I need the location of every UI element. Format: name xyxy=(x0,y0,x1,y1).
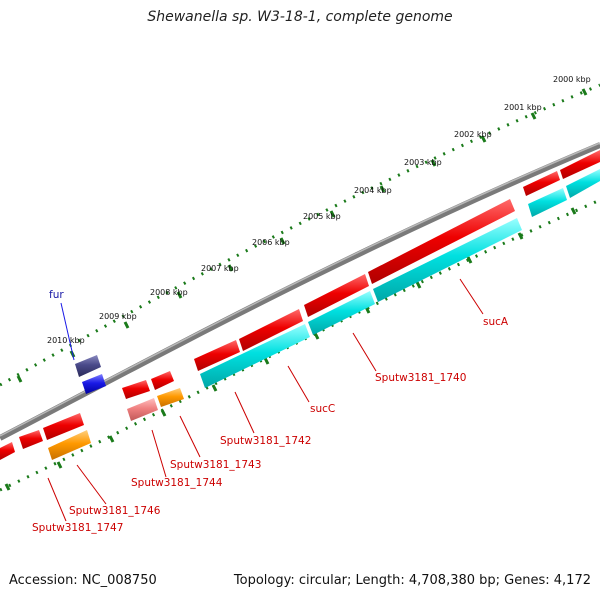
leader-1746 xyxy=(76,464,107,505)
label-sputw3181-1740[interactable]: Sputw3181_1740 xyxy=(375,372,466,384)
other-features xyxy=(48,355,184,460)
label-succ[interactable]: sucC xyxy=(310,403,335,415)
cds-cyan-4[interactable] xyxy=(200,324,310,388)
genome-backbone xyxy=(0,142,600,441)
label-fur[interactable]: fur xyxy=(49,289,64,301)
label-suca[interactable]: sucA xyxy=(483,316,509,328)
inner-kbp-ruler xyxy=(0,198,600,492)
leader-fur xyxy=(60,302,75,361)
leader-suca xyxy=(459,278,484,315)
kbp-label-2004: 2004 kbp xyxy=(354,186,392,195)
forward-genes xyxy=(0,150,600,460)
gene-red-7[interactable] xyxy=(43,413,84,440)
leader-1744 xyxy=(151,429,167,478)
gene-red-9[interactable] xyxy=(0,442,15,460)
gene-red-2[interactable] xyxy=(304,274,369,317)
gene-red-4[interactable] xyxy=(194,340,240,371)
kbp-label-2010: 2010 kbp xyxy=(47,336,85,345)
cds-cyan-1[interactable] xyxy=(566,169,600,198)
gene-pink-1743[interactable] xyxy=(127,398,158,421)
kbp-labels: 2000 kbp 2001 kbp 2002 kbp 2003 kbp 2004… xyxy=(47,75,591,345)
genome-backbone-highlight xyxy=(0,142,600,437)
label-sputw3181-1746[interactable]: Sputw3181_1746 xyxy=(69,505,161,517)
kbp-label-2005: 2005 kbp xyxy=(303,212,341,221)
gene-red-3[interactable] xyxy=(239,309,303,351)
cds-features xyxy=(200,169,600,388)
kbp-label-2009: 2009 kbp xyxy=(99,312,137,321)
leader-succ xyxy=(287,365,310,403)
cds-cyan-2[interactable] xyxy=(373,218,522,302)
gene-red-8[interactable] xyxy=(19,430,43,449)
label-sputw3181-1742[interactable]: Sputw3181_1742 xyxy=(220,435,311,447)
gene-red-1[interactable] xyxy=(560,150,600,179)
cds-cyan-3[interactable] xyxy=(308,291,375,335)
gene-labels: fur sucA Sputw3181_1740 sucC Sputw3181_1… xyxy=(32,289,509,534)
cds-cyan-0[interactable] xyxy=(528,188,567,217)
label-leader-lines xyxy=(47,278,484,522)
kbp-label-2001: 2001 kbp xyxy=(504,103,542,112)
leader-1743 xyxy=(179,415,201,458)
gene-fur-dark[interactable] xyxy=(75,355,101,377)
kbp-label-2003: 2003 kbp xyxy=(404,158,442,167)
kbp-label-2002: 2002 kbp xyxy=(454,130,492,139)
leader-1747 xyxy=(47,477,67,522)
kbp-label-2000: 2000 kbp xyxy=(553,75,591,84)
gene-red-5[interactable] xyxy=(151,371,174,390)
gene-orange-1746[interactable] xyxy=(48,430,91,460)
inner-ruler-major-ticks xyxy=(4,207,577,491)
label-sputw3181-1743[interactable]: Sputw3181_1743 xyxy=(170,459,261,471)
gene-suca-red[interactable] xyxy=(368,199,515,284)
leader-1742 xyxy=(234,391,255,434)
map-title: Shewanella sp. W3-18-1, complete genome xyxy=(147,9,453,25)
gene-red-6[interactable] xyxy=(122,380,150,399)
kbp-label-2008: 2008 kbp xyxy=(150,288,188,297)
genome-stats-text: Topology: circular; Length: 4,708,380 bp… xyxy=(233,573,591,588)
leader-1740 xyxy=(352,332,377,372)
accession-text: Accession: NC_008750 xyxy=(9,573,157,588)
gene-orange-1744[interactable] xyxy=(157,388,184,407)
label-sputw3181-1747[interactable]: Sputw3181_1747 xyxy=(32,522,123,534)
gene-red-0[interactable] xyxy=(523,171,560,196)
label-sputw3181-1744[interactable]: Sputw3181_1744 xyxy=(131,477,223,489)
gene-fur-blue[interactable] xyxy=(82,374,106,394)
kbp-label-2007: 2007 kbp xyxy=(201,264,239,273)
kbp-label-2006: 2006 kbp xyxy=(252,238,290,247)
